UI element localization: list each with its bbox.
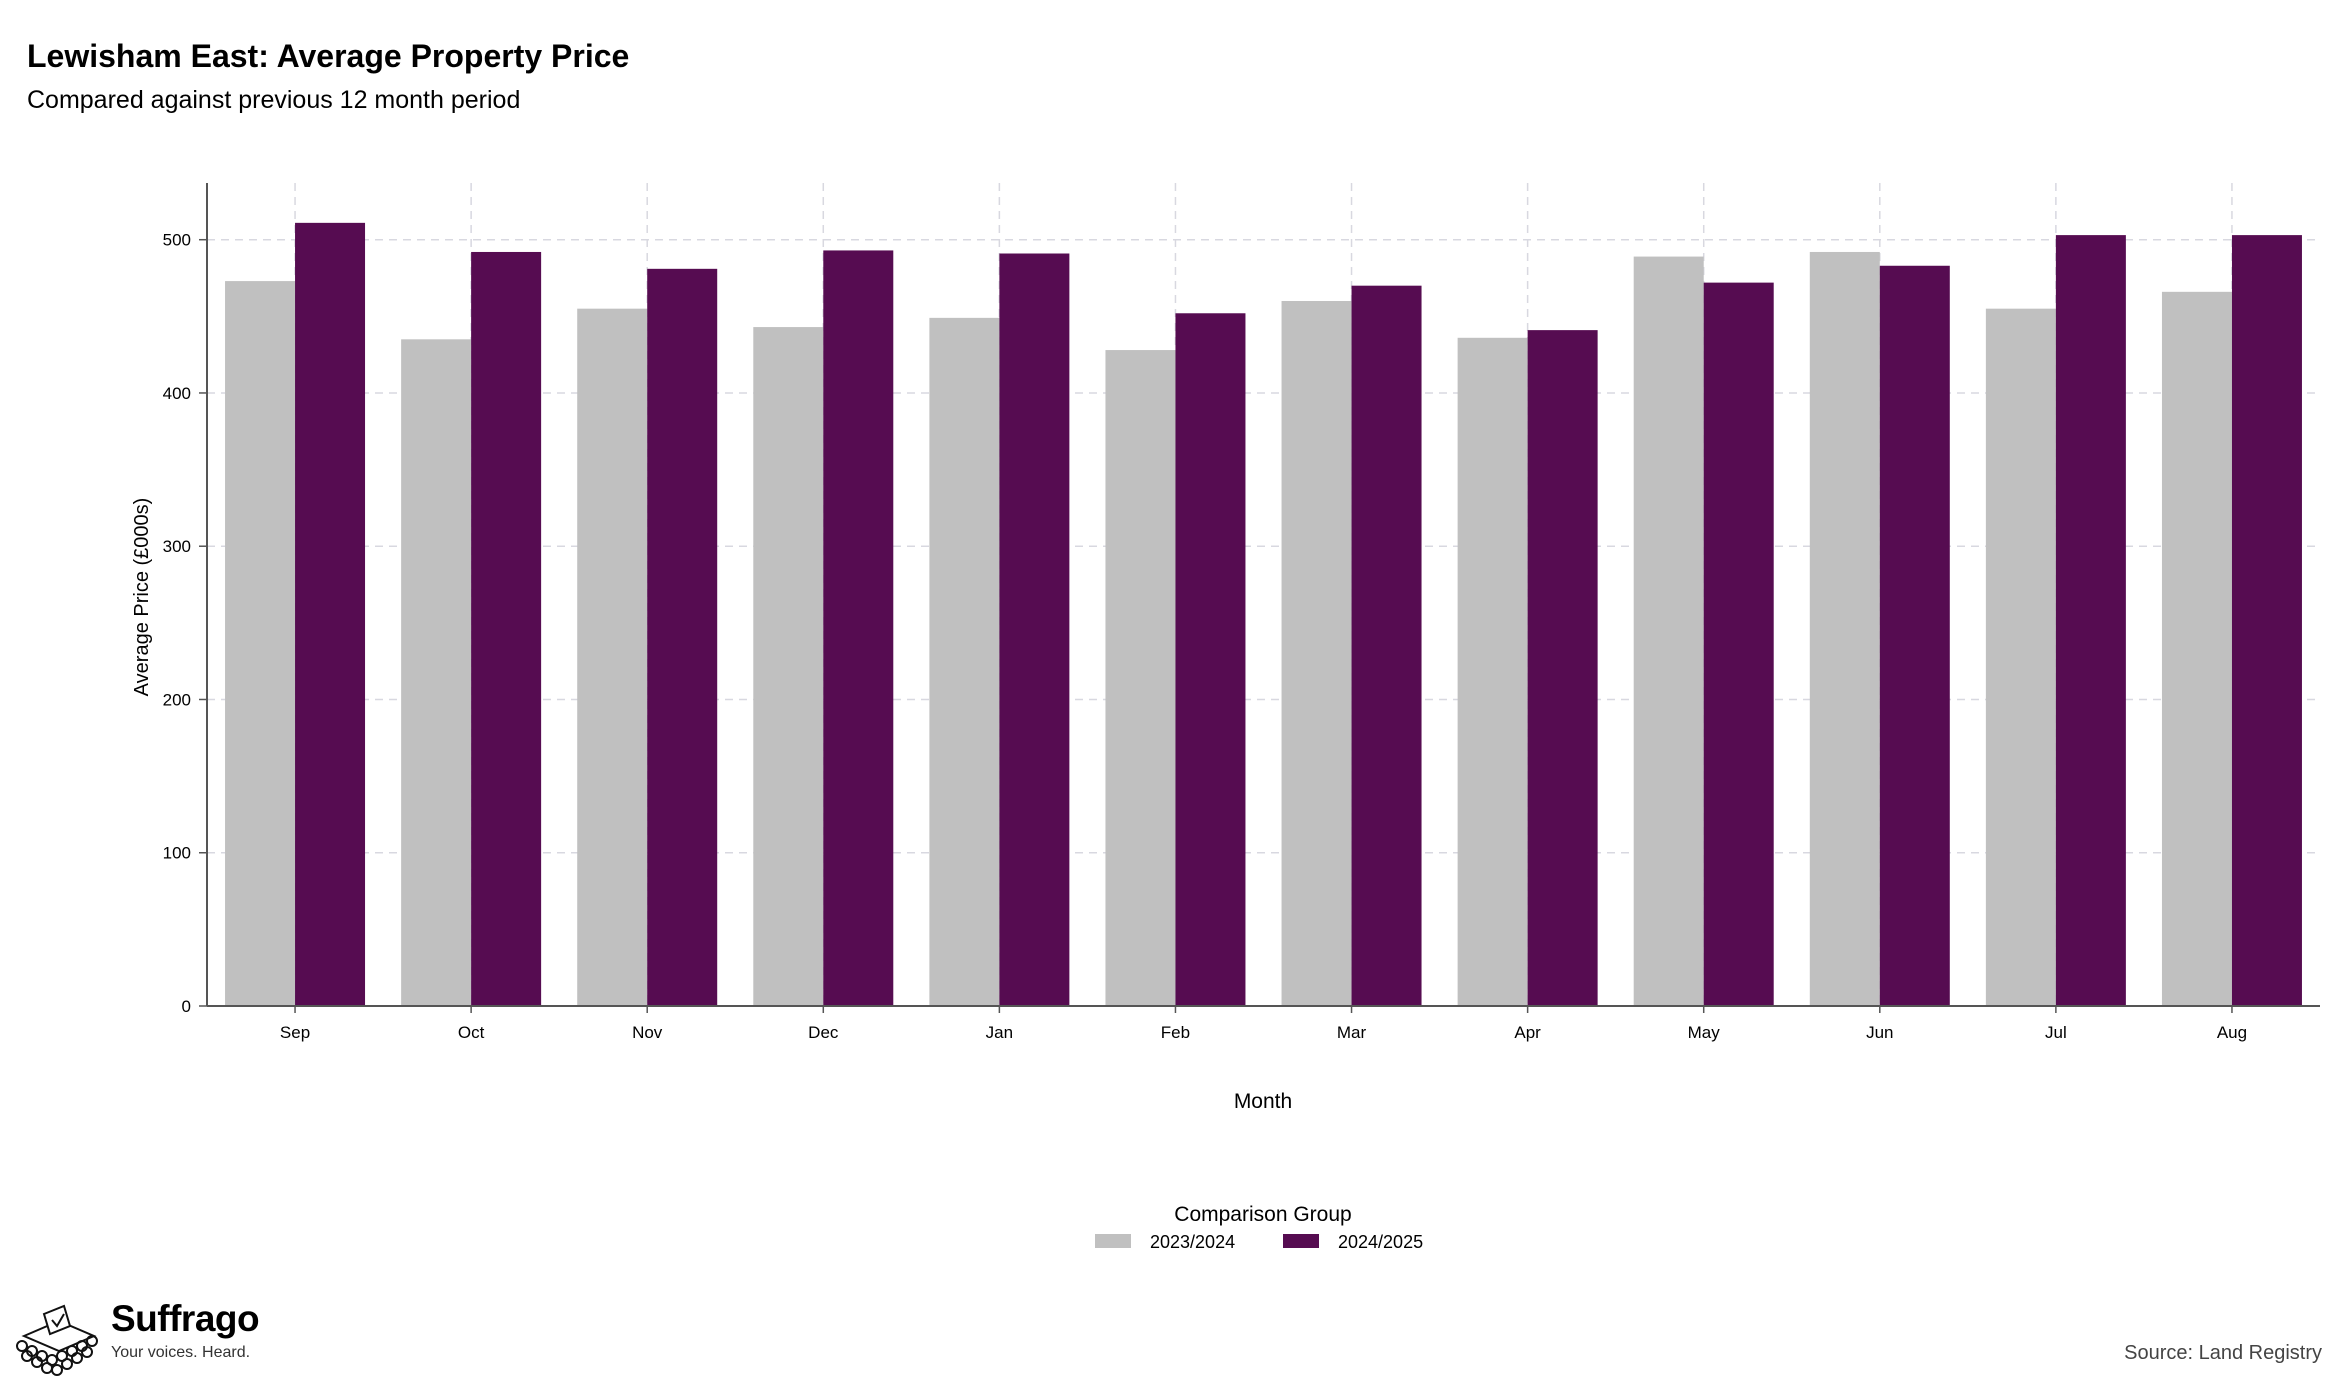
y-tick-label: 100 (163, 844, 191, 863)
x-tick-label: Sep (280, 1023, 310, 1042)
legend-swatch-2023-2024 (1095, 1234, 1131, 1248)
bar-2023-2024-apr (1457, 337, 1528, 1006)
chart-subtitle: Compared against previous 12 month perio… (27, 86, 521, 114)
bar-2023-2024-jun (1809, 251, 1880, 1006)
bar-2024-2025-feb (1175, 313, 1246, 1006)
bar-2024-2025-may (1703, 282, 1774, 1006)
chart-title: Lewisham East: Average Property Price (27, 38, 630, 74)
x-tick-label: Nov (632, 1023, 663, 1042)
brand-name: Suffrago (111, 1298, 260, 1339)
y-axis-label: Average Price (£000s) (131, 498, 153, 697)
x-tick-label: Dec (808, 1023, 839, 1042)
bar-2023-2024-jan (929, 317, 1000, 1006)
bar-2023-2024-nov (577, 308, 648, 1006)
x-tick-label: Jul (2045, 1023, 2067, 1042)
y-tick-label: 400 (163, 384, 191, 403)
y-tick-label: 0 (182, 997, 191, 1016)
x-tick-label: Apr (1514, 1023, 1541, 1042)
x-tick-label: Jun (1866, 1023, 1893, 1042)
bar-2023-2024-mar (1281, 301, 1352, 1007)
legend-label-2023-2024: 2023/2024 (1150, 1232, 1235, 1252)
bar-2024-2025-apr (1527, 330, 1598, 1006)
bars (225, 222, 2302, 1007)
y-tick-label: 200 (163, 690, 191, 709)
bar-2024-2025-jun (1879, 265, 1950, 1006)
bar-2024-2025-aug (2231, 235, 2302, 1006)
bar-2023-2024-dec (753, 327, 824, 1006)
bar-2024-2025-jan (999, 253, 1070, 1006)
axes: 0 100 200 300 400 500 Sep Oct Nov Dec Jan Feb Mar Apr… (163, 183, 2320, 1042)
legend: Comparison Group 2023/2024 2024/2025 (1095, 1203, 1423, 1252)
brand-tagline: Your voices. Heard. (111, 1344, 251, 1361)
x-axis-label: Month (1234, 1090, 1292, 1113)
bar-2024-2025-oct (471, 251, 542, 1006)
y-tick-label: 500 (163, 231, 191, 250)
bar-2023-2024-may (1633, 256, 1704, 1007)
x-tick-label: Mar (1337, 1023, 1367, 1042)
bar-2023-2024-oct (401, 339, 472, 1006)
x-tick-label: Aug (2217, 1023, 2247, 1042)
source-note: Source: Land Registry (2124, 1342, 2322, 1364)
legend-swatch-2024-2025 (1283, 1234, 1319, 1248)
ballot-box-icon (16, 1304, 98, 1376)
y-tick-label: 300 (163, 537, 191, 556)
bar-2024-2025-sep (295, 222, 366, 1007)
x-tick-label: Jan (986, 1023, 1013, 1042)
bar-2024-2025-mar (1351, 285, 1422, 1006)
legend-title: Comparison Group (1174, 1203, 1351, 1226)
bar-2024-2025-jul (2055, 235, 2126, 1006)
bar-2024-2025-dec (823, 250, 894, 1006)
x-tick-label: May (1688, 1023, 1721, 1042)
bar-2023-2024-sep (225, 281, 296, 1006)
x-tick-label: Feb (1161, 1023, 1190, 1042)
bar-2023-2024-aug (2161, 291, 2232, 1006)
brand-block: Suffrago Your voices. Heard. (14, 1296, 274, 1376)
bar-2023-2024-jul (1985, 308, 2056, 1006)
legend-label-2024-2025: 2024/2025 (1338, 1232, 1423, 1252)
bar-2023-2024-feb (1105, 350, 1176, 1007)
x-tick-label: Oct (458, 1023, 485, 1042)
bar-2024-2025-nov (647, 268, 718, 1006)
